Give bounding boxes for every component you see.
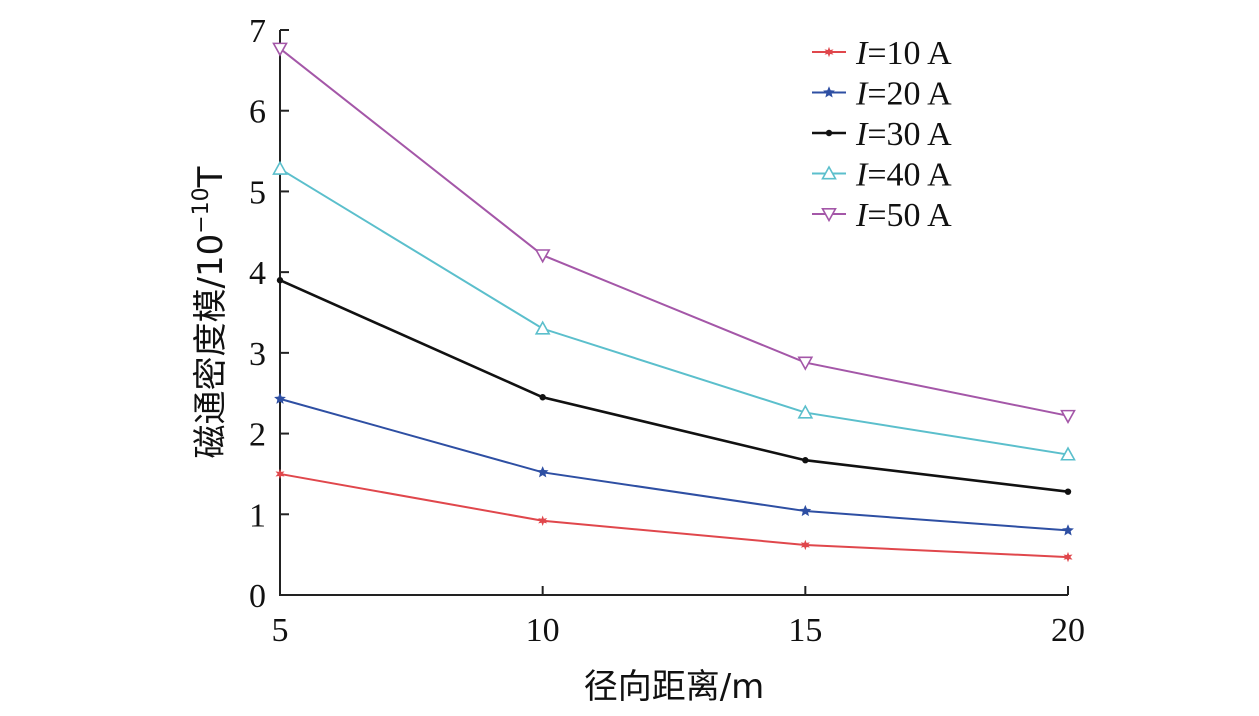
series-line <box>279 397 1069 532</box>
data-point <box>797 404 814 419</box>
legend-entry: I=30 A <box>812 116 952 153</box>
data-point <box>1063 551 1073 563</box>
data-point <box>538 515 548 526</box>
y-axis-title-exponent: −10 <box>189 187 214 233</box>
data-point <box>274 392 286 404</box>
x-tick-label: 20 <box>1051 612 1085 649</box>
legend-marker <box>825 129 833 137</box>
data-point <box>802 457 809 464</box>
series-layer <box>272 42 1076 563</box>
legend-label: I=40 A <box>855 157 952 194</box>
x-ticks: 5 10 15 20 <box>272 586 1085 649</box>
series-line <box>279 167 1069 456</box>
legend-label: I=30 A <box>855 116 952 153</box>
series-4 <box>272 160 1076 461</box>
legend-entry: I=20 A <box>812 76 952 113</box>
legend-marker <box>821 165 837 180</box>
data-point <box>1064 488 1072 495</box>
legend-label-value: =20 A <box>867 76 952 113</box>
data-point <box>797 356 814 371</box>
legend-label: I=20 A <box>855 76 952 113</box>
axis-frame <box>279 30 1068 596</box>
legend-label-variable: I <box>855 35 869 72</box>
legend-label: I=10 A <box>855 35 952 72</box>
legend-entry: I=10 A <box>812 35 952 72</box>
x-tick-label: 5 <box>272 612 289 649</box>
x-tick-label: 10 <box>526 612 560 649</box>
y-ticks: 0 1 2 3 4 5 6 7 <box>249 13 289 615</box>
legend-label-variable: I <box>855 116 869 153</box>
legend-label-value: =10 A <box>867 35 952 72</box>
legend-label-value: =40 A <box>867 157 952 194</box>
data-point <box>800 539 810 551</box>
series-3 <box>276 277 1072 495</box>
y-axis-title-main: 磁通密度模/10 <box>191 234 231 459</box>
series-2 <box>274 392 1074 536</box>
legend-label-variable: I <box>855 197 869 234</box>
legend-entry: I=50 A <box>812 197 952 234</box>
axes <box>279 30 1068 596</box>
y-tick-label: 6 <box>249 94 266 131</box>
y-axis-title-unit: T <box>191 166 231 188</box>
legend-label-value: =50 A <box>867 197 952 234</box>
series-line <box>279 472 1069 559</box>
data-point <box>539 394 546 401</box>
x-tick-label: 15 <box>788 612 822 649</box>
data-point <box>534 249 551 264</box>
legend-marker <box>823 86 835 98</box>
y-tick-label: 4 <box>249 255 266 292</box>
series-line <box>279 47 1069 417</box>
y-tick-label: 1 <box>249 497 266 534</box>
data-point <box>1060 409 1076 424</box>
series-1 <box>275 468 1073 563</box>
data-point <box>534 320 551 335</box>
data-point <box>1062 524 1074 536</box>
legend-entry: I=40 A <box>812 157 952 194</box>
legend-marker <box>821 208 837 223</box>
data-point <box>799 504 812 517</box>
legend-label: I=50 A <box>855 197 952 234</box>
legend-label-value: =30 A <box>867 116 952 153</box>
data-point <box>275 468 285 480</box>
y-tick-label: 2 <box>249 417 266 454</box>
series-line <box>279 279 1069 493</box>
y-axis-title: 磁通密度模/10−10T <box>189 166 231 458</box>
data-point <box>272 160 288 175</box>
legend-label-variable: I <box>855 76 869 113</box>
legend-marker <box>824 46 834 58</box>
x-axis-title: 径向距离/m <box>584 667 765 707</box>
data-point <box>536 466 549 478</box>
y-tick-label: 5 <box>249 174 266 211</box>
data-point <box>272 42 288 57</box>
y-tick-label: 3 <box>249 336 266 373</box>
data-point <box>276 277 284 284</box>
legend: I=10 AI=20 AI=30 AI=40 AI=50 A <box>812 35 952 234</box>
y-tick-label: 0 <box>249 578 266 615</box>
legend-label-variable: I <box>855 157 869 194</box>
data-point <box>1060 446 1076 461</box>
series-5 <box>272 42 1076 424</box>
y-tick-label: 7 <box>249 13 266 50</box>
